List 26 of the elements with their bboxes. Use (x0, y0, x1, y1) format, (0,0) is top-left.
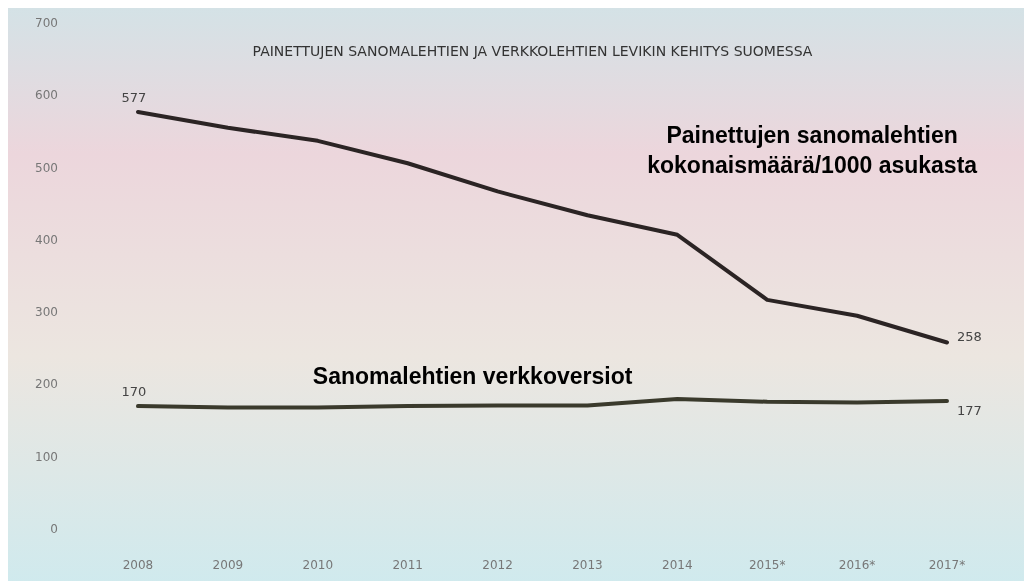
x-tick-label: 2016* (838, 558, 876, 572)
data-label: 170 (121, 384, 147, 400)
x-tick-label: 2009 (212, 558, 244, 572)
y-tick-label: 500 (35, 160, 58, 175)
text: PAINETTUJEN SANOMALEHTIEN JA VERKKOLEHTIEN LEVIKIN KEHITYS SUOMESSA (252, 43, 813, 59)
x-tick-label: 2008 (122, 558, 154, 572)
text: Painettujen sanomalehtien kokonaismäärä/1000 asukasta (647, 121, 978, 178)
y-tick-label: 200 (35, 377, 58, 392)
x-tick-label: 2010 (302, 558, 334, 572)
x-tick-label: 2012 (482, 558, 513, 572)
x-tick-label: 2014 (662, 558, 693, 572)
y-tick-label: 0 (50, 522, 58, 536)
y-tick-label: 100 (35, 449, 58, 464)
data-label: 177 (957, 403, 982, 419)
line-series (136, 396, 949, 410)
series-label: Sanomalehtien verkkoversiot (312, 363, 633, 390)
y-tick-label: 400 (35, 232, 58, 247)
y-tick-label: 700 (35, 16, 58, 30)
y-tick-label: 300 (35, 305, 58, 320)
x-tick-label: 2013 (572, 558, 603, 572)
y-tick-label: 600 (35, 88, 58, 103)
data-label: 577 (121, 89, 147, 105)
x-tick-label: 2017* (928, 558, 966, 572)
data-label: 258 (957, 328, 982, 344)
x-tick-label: 2015* (748, 558, 786, 572)
x-tick-label: 2011 (392, 558, 423, 572)
